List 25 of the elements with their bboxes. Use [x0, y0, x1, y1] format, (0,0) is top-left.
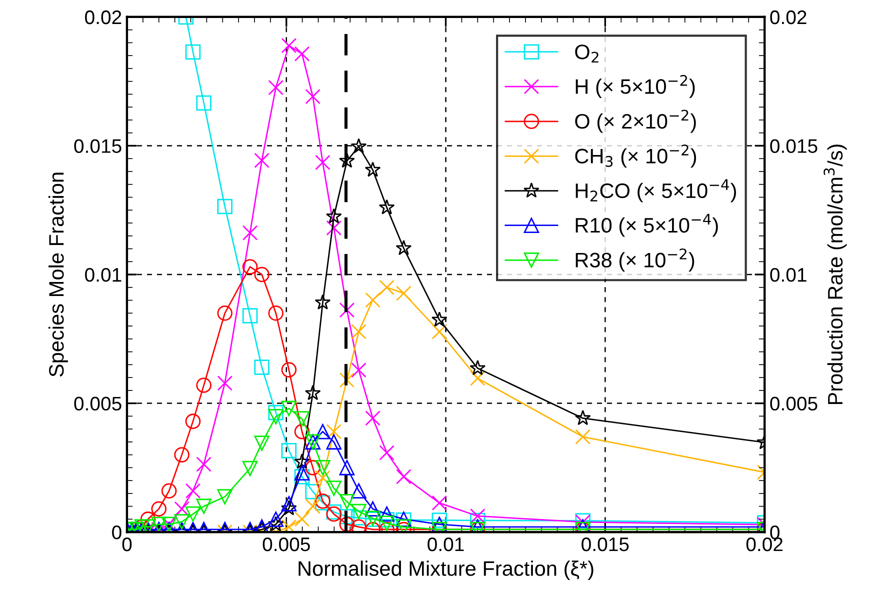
y2-tick-label: 0 — [770, 526, 780, 540]
y-axis-title: Species Mole Fraction — [48, 172, 68, 377]
x-tick-label: 0.02 — [746, 537, 783, 552]
x-tick-label: 0.015 — [582, 537, 629, 552]
legend-label: R38 (× 10$^{−2}$) — [576, 248, 694, 272]
x-axis-title: Normalised Mixture Fraction (ξ*) — [298, 560, 594, 580]
y-tick-label: 0 — [112, 526, 122, 540]
x-tick-label: 0.005 — [262, 537, 310, 552]
y-tick-label: 0.005 — [74, 396, 122, 411]
y2-tick-label: 0.005 — [770, 396, 818, 411]
legend-label: CH$_{3}$ (× 10$^{−2}$) — [575, 144, 696, 168]
y2-axis-title: Production Rate (mol/cm$^{3}$/s) — [824, 144, 847, 404]
y2-tick-label: 0.02 — [770, 10, 806, 24]
y2-tick-label: 0.01 — [770, 268, 806, 282]
y2-tick-label: 0.015 — [770, 139, 818, 153]
legend-label: O (× 2×10$^{−2}$) — [575, 110, 696, 133]
y-tick-label: 0.015 — [74, 139, 122, 153]
legend-label: O$_{2}$ — [575, 44, 598, 63]
legend-label: H$_{2}$CO (× 5×10$^{−4}$) — [576, 179, 736, 202]
y-tick-label: 0.01 — [85, 268, 122, 282]
x-tick-label: 0 — [122, 537, 132, 552]
legend-label: R10 (× 5×10$^{−4}$) — [576, 214, 718, 237]
legend-label: H (× 5×10$^{−2}$) — [576, 74, 695, 98]
y-tick-label: 0.02 — [85, 10, 122, 24]
x-tick-label: 0.01 — [428, 537, 464, 552]
